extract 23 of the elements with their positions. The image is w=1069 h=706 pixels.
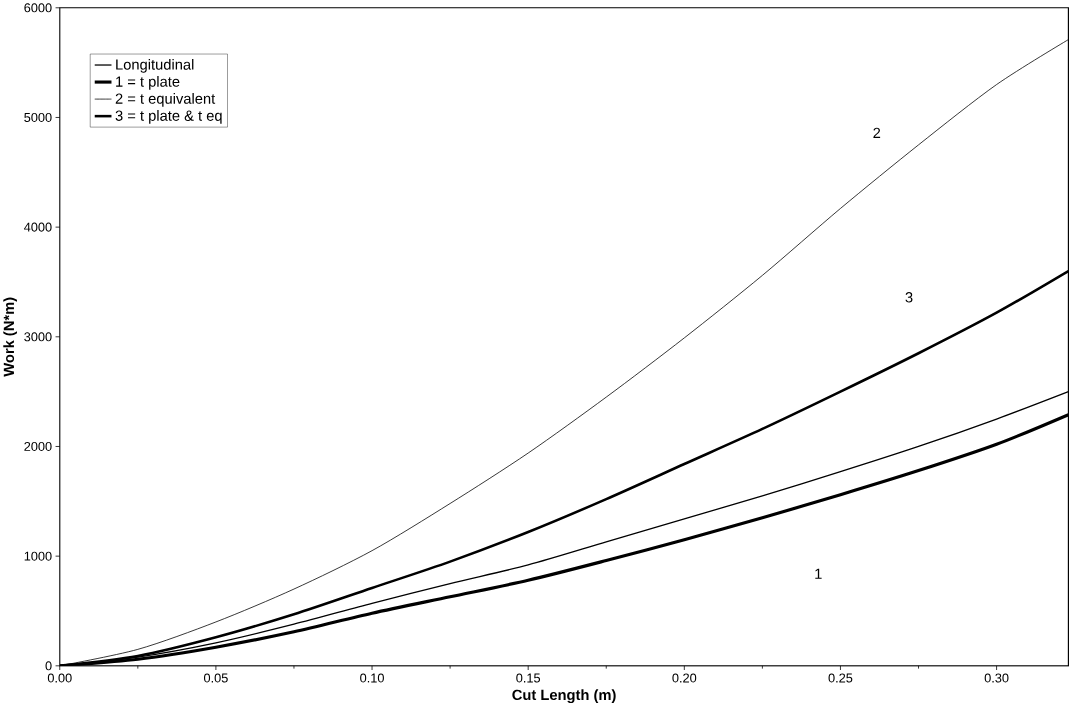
x-tick-label: 0.05 — [203, 673, 228, 683]
y-axis-title: Work (N*m) — [3, 297, 17, 377]
y-tick-label: 6000 — [24, 3, 52, 13]
x-tick-label: 0.00 — [47, 673, 72, 683]
y-tick-label: 1000 — [24, 551, 52, 561]
y-tick-label: 4000 — [24, 222, 52, 232]
legend-label: 2 = t equivalent — [115, 92, 216, 107]
annotation: 2 — [873, 127, 881, 138]
x-tick-label: 0.30 — [984, 673, 1009, 683]
x-tick-label: 0.20 — [672, 673, 697, 683]
legend-label: Longitudinal — [116, 58, 194, 73]
x-axis-title: Cut Length (m) — [512, 689, 616, 703]
y-tick-label: 3000 — [24, 332, 52, 342]
annotation: 1 — [815, 568, 822, 579]
legend-label: 3 = t plate & t eq — [115, 109, 222, 124]
y-tick-label: 2000 — [24, 441, 52, 451]
annotation: 3 — [905, 291, 913, 303]
y-tick-label: 5000 — [24, 112, 52, 122]
x-tick-label: 0.25 — [828, 673, 853, 683]
legend-label: 1 = t plate — [116, 75, 180, 90]
x-tick-label: 0.10 — [360, 673, 384, 683]
x-tick-label: 0.15 — [516, 673, 541, 683]
y-tick-label: 0 — [45, 661, 52, 671]
